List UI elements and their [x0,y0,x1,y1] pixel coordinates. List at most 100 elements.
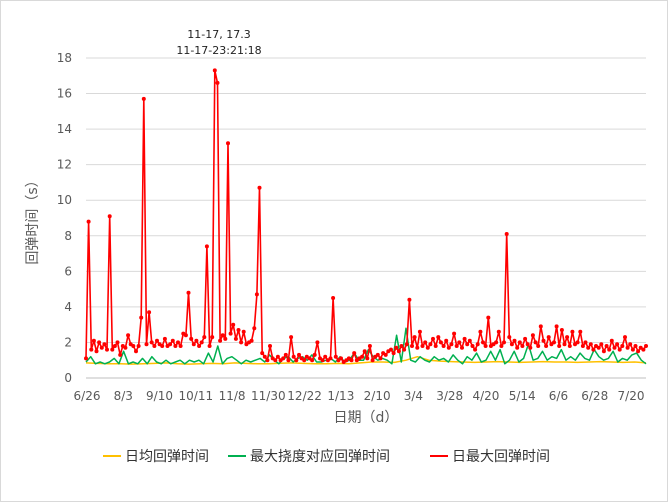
data-point-daily-max [289,335,294,340]
data-point-daily-max [89,347,94,352]
data-point-daily-max [586,345,591,350]
data-point-daily-max [420,344,425,348]
data-point-daily-max [567,344,572,348]
data-point-daily-max [630,347,635,352]
data-point-daily-max [365,356,370,361]
y-tick-label: 4 [64,300,72,314]
data-point-daily-max [478,329,483,334]
x-tick-label: 1/13 [327,389,354,403]
data-point-daily-max [559,328,564,332]
data-point-daily-max [186,290,191,295]
data-point-daily-max [360,354,365,359]
data-point-daily-max [452,331,457,336]
data-point-daily-max [99,345,104,350]
data-point-daily-max [168,342,173,347]
x-tick-label: 11/30 [251,389,286,403]
data-point-daily-max [396,349,401,354]
x-tick-label: 6/26 [74,389,101,403]
data-point-daily-max [528,345,533,350]
data-point-daily-max [273,358,278,363]
data-point-daily-max [207,344,212,348]
data-point-daily-max [425,345,430,350]
data-point-daily-max [160,344,165,348]
data-point-daily-max [212,68,217,73]
data-point-daily-max [249,338,254,343]
data-point-daily-max [415,345,420,350]
x-tick-label: 2/10 [364,389,391,403]
y-tick-label: 18 [57,51,72,65]
data-point-daily-max [260,351,265,356]
data-point-daily-max [481,340,485,345]
data-point-daily-max [483,344,488,348]
data-point-daily-max [310,358,315,363]
data-point-daily-max [312,352,317,357]
data-point-daily-max [223,336,228,341]
y-tick-label: 2 [64,335,72,349]
data-point-daily-max [596,345,601,350]
data-point-daily-max [601,349,606,354]
data-point-daily-max [152,344,157,348]
data-point-daily-max [486,315,491,320]
data-point-daily-max [141,96,146,101]
data-point-daily-max [320,358,325,363]
data-point-daily-max [291,354,296,359]
data-point-daily-max [404,342,409,347]
x-axis-title: 日期（d） [334,410,399,426]
data-point-daily-max [331,296,336,300]
tick-labels: 0 2 4 6 8 10 12 14 16 18 6/26 8/3 9/10 10/11 11/8 11/30… [57,51,645,403]
data-point-daily-max [470,344,475,348]
data-point-daily-max [378,356,383,361]
data-point-daily-max [494,340,499,345]
y-tick-label: 6 [64,264,72,278]
data-point-daily-max [391,351,396,356]
data-point-daily-max [339,356,343,361]
data-point-daily-max [328,356,333,361]
data-point-daily-max [118,352,123,357]
data-point-daily-max [633,344,638,348]
data-point-daily-max [436,335,441,340]
data-point-daily-max [107,214,112,219]
data-point-daily-max [112,344,117,348]
x-tick-label: 11/8 [219,389,246,403]
x-tick-label: 6/28 [581,389,608,403]
data-point-daily-max [623,335,627,340]
data-point-daily-max [170,338,175,343]
data-point-daily-max [565,335,570,340]
data-point-daily-max [538,324,543,329]
data-point-daily-max [231,322,236,327]
data-point-daily-max [162,336,167,341]
data-point-daily-max [94,349,99,354]
data-point-daily-max [97,340,102,345]
data-point-daily-max [275,354,280,359]
data-point-daily-max [517,340,522,345]
data-point-daily-max [367,344,372,348]
data-point-daily-max [554,324,559,329]
data-point-daily-max [297,352,301,357]
data-point-daily-max [149,340,154,345]
gridlines [86,57,646,343]
data-point-daily-max [173,344,178,348]
data-point-daily-max [281,356,286,361]
data-point-daily-max [134,349,138,354]
data-point-daily-max [457,340,462,345]
data-point-daily-max [294,358,299,363]
data-point-daily-max [520,344,525,348]
data-point-daily-max [562,342,567,347]
data-point-daily-max [370,358,375,363]
data-point-daily-max [496,329,501,334]
data-point-daily-max [612,345,617,350]
data-point-daily-max [536,344,541,348]
annotation-line-2: 11-17-23:21:18 [176,44,261,57]
data-point-daily-max [644,344,648,348]
data-point-daily-max [428,342,433,347]
data-point-daily-max [588,342,593,347]
data-point-daily-max [599,342,604,347]
data-point-daily-max [449,342,454,347]
data-point-daily-max [515,345,520,350]
data-point-daily-max [407,297,412,302]
series-line-daily-avg [85,355,647,365]
legend-label-max-deflection: 最大挠度对应回弹时间 [250,448,390,465]
data-point-daily-max [302,358,307,363]
data-point-daily-max [402,347,407,352]
data-point-daily-max [323,354,328,359]
